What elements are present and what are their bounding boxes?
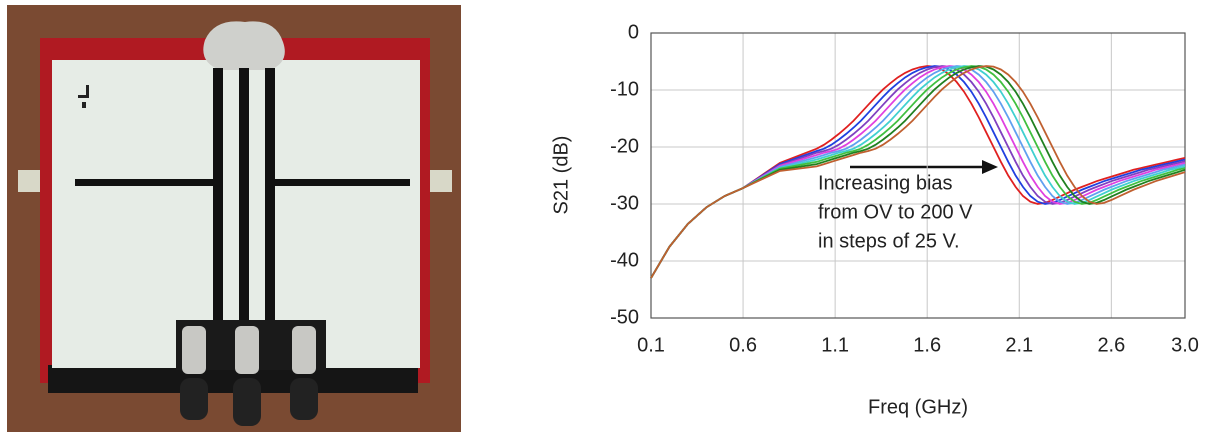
series-line	[650, 65, 1186, 279]
annotation: from OV to 200 V	[818, 201, 973, 223]
y-tick-label: -10	[610, 78, 639, 100]
x-tick-label: 2.6	[1097, 334, 1125, 356]
chart: Freq (GHz) S21 (dB) 0 -10 -20 -30 -40 -50 0.1 0…	[550, 21, 1199, 418]
trace	[265, 68, 275, 320]
y-tick-label: -20	[610, 135, 639, 157]
trace	[266, 179, 410, 186]
x-tick-label: 1.1	[821, 334, 849, 356]
pin-base	[180, 378, 208, 420]
x-tick-label: 0.1	[637, 334, 665, 356]
trace	[213, 68, 223, 320]
series-line	[650, 65, 1186, 279]
series-line	[650, 65, 1186, 279]
side-component	[18, 170, 40, 192]
annotation: in steps of 25 V.	[818, 230, 960, 252]
y-tick-label: -30	[610, 192, 639, 214]
series-line	[650, 65, 1186, 279]
x-tick-label: 1.6	[913, 334, 941, 356]
series-line	[650, 65, 1186, 279]
marker	[78, 85, 89, 108]
trace	[239, 68, 249, 320]
solder-blob	[203, 21, 285, 71]
plot-frame	[650, 32, 1186, 319]
annotation: Increasing bias	[818, 172, 953, 194]
pin	[292, 326, 316, 374]
annotation-arrowhead	[982, 160, 998, 174]
series-line	[650, 65, 1186, 279]
x-tick-label: 2.1	[1005, 334, 1033, 356]
series-line	[650, 65, 1186, 279]
y-tick-label: -40	[610, 249, 639, 271]
y-axis-title: S21 (dB)	[550, 136, 572, 215]
y-tick-label: 0	[628, 21, 639, 43]
board	[52, 60, 420, 368]
x-axis-title: Freq (GHz)	[868, 396, 968, 418]
side-component	[430, 170, 452, 192]
trace	[75, 179, 223, 186]
pin	[235, 326, 259, 374]
x-tick-label: 0.6	[729, 334, 757, 356]
device-photo	[7, 5, 461, 432]
pin	[182, 326, 206, 374]
pin-base	[290, 378, 318, 420]
pin-base	[233, 378, 261, 426]
y-tick-label: -50	[610, 306, 639, 328]
x-tick-label: 3.0	[1171, 334, 1199, 356]
